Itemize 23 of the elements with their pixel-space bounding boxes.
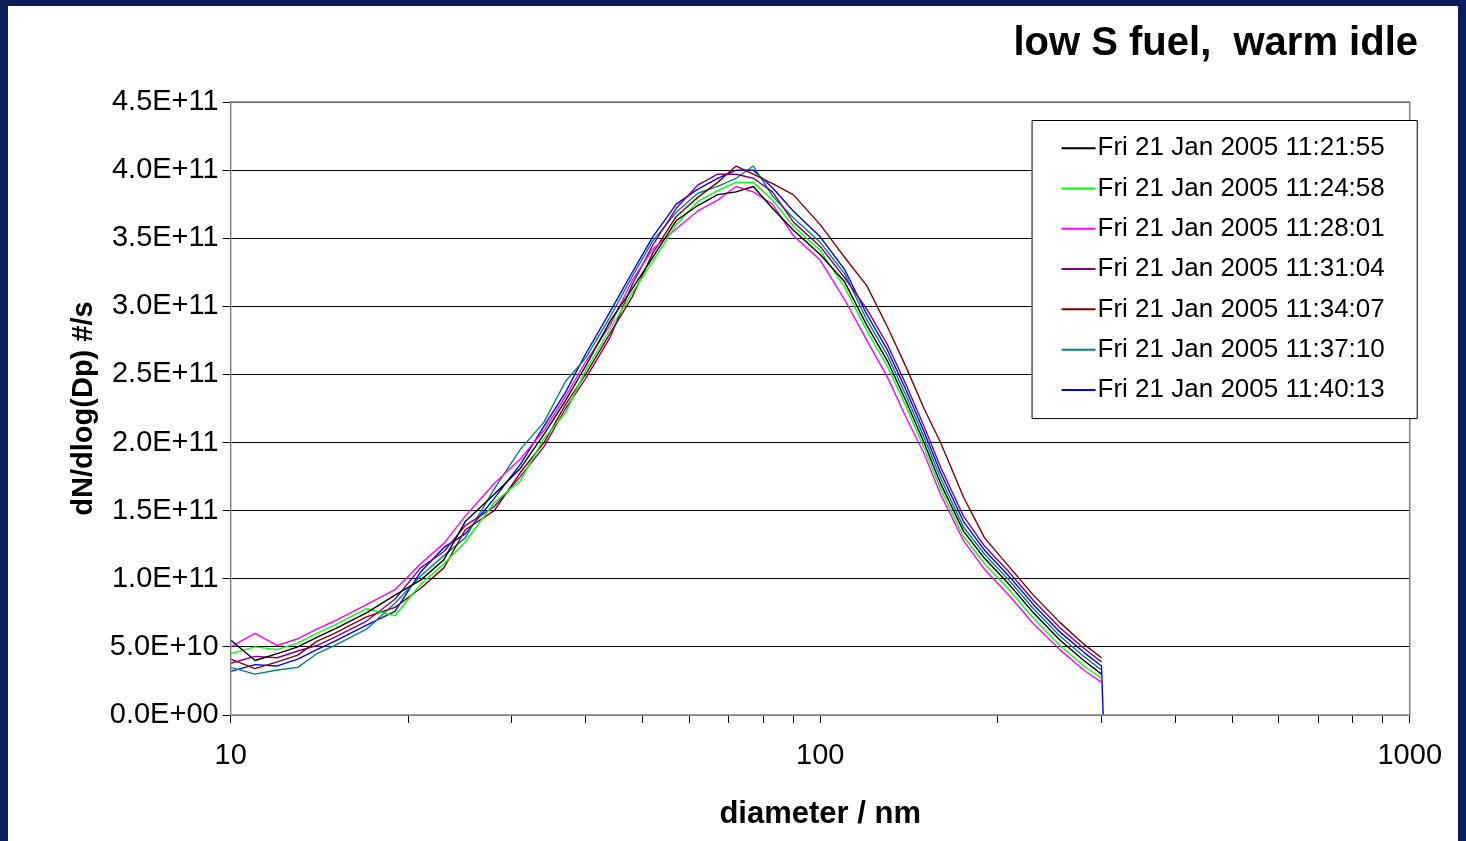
- chart-title: low S fuel, warm idle: [1013, 19, 1418, 64]
- y-tick-label: 5.0E+10: [109, 628, 219, 661]
- y-tick-label: 2.5E+11: [111, 356, 219, 389]
- legend-label: Fri 21 Jan 2005 11:40:13: [1097, 373, 1385, 404]
- legend-label: Fri 21 Jan 2005 11:31:04: [1097, 252, 1385, 283]
- legend-label: Fri 21 Jan 2005 11:37:10: [1097, 332, 1385, 363]
- y-axis-title: dN/dlog(Dp) #/s: [66, 301, 99, 516]
- legend-label: Fri 21 Jan 2005 11:24:58: [1097, 171, 1385, 202]
- y-tick-label: 1.0E+11: [111, 560, 219, 593]
- y-tick-label: 4.5E+11: [111, 84, 219, 116]
- legend-label: Fri 21 Jan 2005 11:28:01: [1097, 211, 1385, 242]
- x-tick-label: 10: [214, 738, 247, 771]
- y-tick-label: 2.0E+11: [111, 424, 219, 457]
- legend-label: Fri 21 Jan 2005 11:21:55: [1097, 131, 1385, 162]
- y-tick-label: 3.0E+11: [111, 288, 219, 321]
- y-tick-label: 1.5E+11: [111, 492, 219, 525]
- legend-label: Fri 21 Jan 2005 11:34:07: [1097, 292, 1385, 323]
- x-tick-label: 100: [796, 738, 845, 771]
- y-tick-label: 3.5E+11: [111, 220, 219, 253]
- x-axis-title: diameter / nm: [719, 794, 921, 830]
- y-tick-label: 0.0E+00: [109, 697, 219, 729]
- x-tick-label: 1000: [1377, 738, 1442, 771]
- y-tick-label: 4.0E+11: [111, 152, 219, 185]
